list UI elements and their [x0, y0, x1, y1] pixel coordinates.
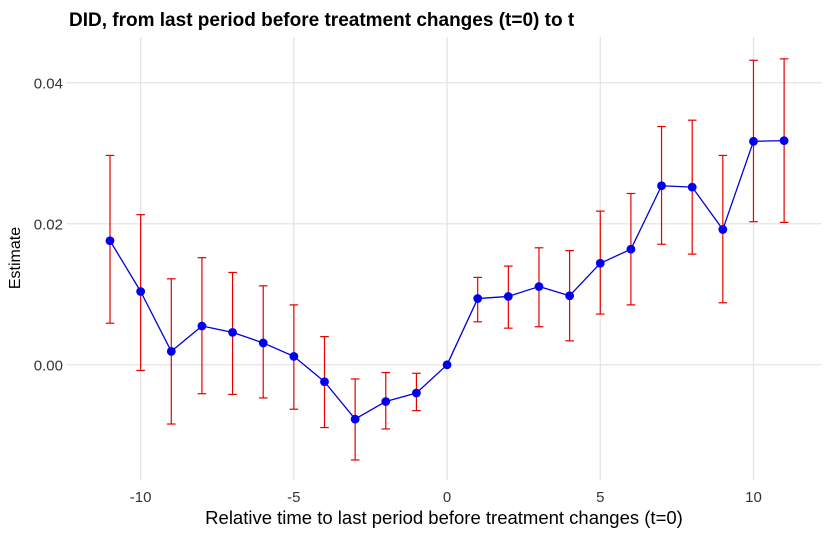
- data-point: [657, 181, 666, 191]
- x-tick-label: 5: [596, 489, 604, 506]
- x-tick-label: -10: [130, 489, 152, 506]
- data-point: [166, 347, 176, 356]
- axis-layer: 0.00 0.02 0.04 -10 -5 0 5 10: [34, 75, 762, 506]
- data-point: [412, 388, 421, 398]
- y-tick-label: 0.02: [34, 216, 63, 233]
- data-point: [687, 182, 697, 192]
- x-axis-title: Relative time to last period before trea…: [205, 507, 683, 528]
- data-point: [749, 136, 758, 146]
- data-point: [350, 414, 360, 424]
- data-point: [197, 321, 207, 331]
- chart-title: DID, from last period before treatment c…: [69, 10, 575, 31]
- y-tick-label: 0.00: [34, 357, 63, 374]
- data-point: [534, 282, 544, 291]
- data-point: [136, 287, 146, 296]
- data-point: [779, 136, 789, 146]
- data-point: [565, 291, 575, 301]
- data-point: [258, 338, 268, 348]
- x-tick-label: -5: [287, 489, 300, 506]
- y-tick-label: 0.04: [34, 75, 63, 92]
- x-tick-label: 10: [745, 489, 762, 506]
- data-point: [442, 360, 452, 370]
- data-point: [473, 294, 483, 303]
- data-point: [503, 292, 513, 301]
- data-point: [718, 225, 728, 234]
- data-layer: [105, 58, 789, 461]
- data-point: [320, 377, 329, 387]
- data-point: [228, 327, 237, 337]
- data-point: [381, 397, 391, 406]
- data-point: [105, 236, 115, 246]
- y-axis-title: Estimate: [7, 227, 24, 289]
- data-point: [626, 244, 636, 254]
- data-point: [595, 258, 605, 268]
- grid-layer: [66, 37, 822, 480]
- x-tick-label: 0: [443, 489, 451, 506]
- data-point: [289, 351, 299, 361]
